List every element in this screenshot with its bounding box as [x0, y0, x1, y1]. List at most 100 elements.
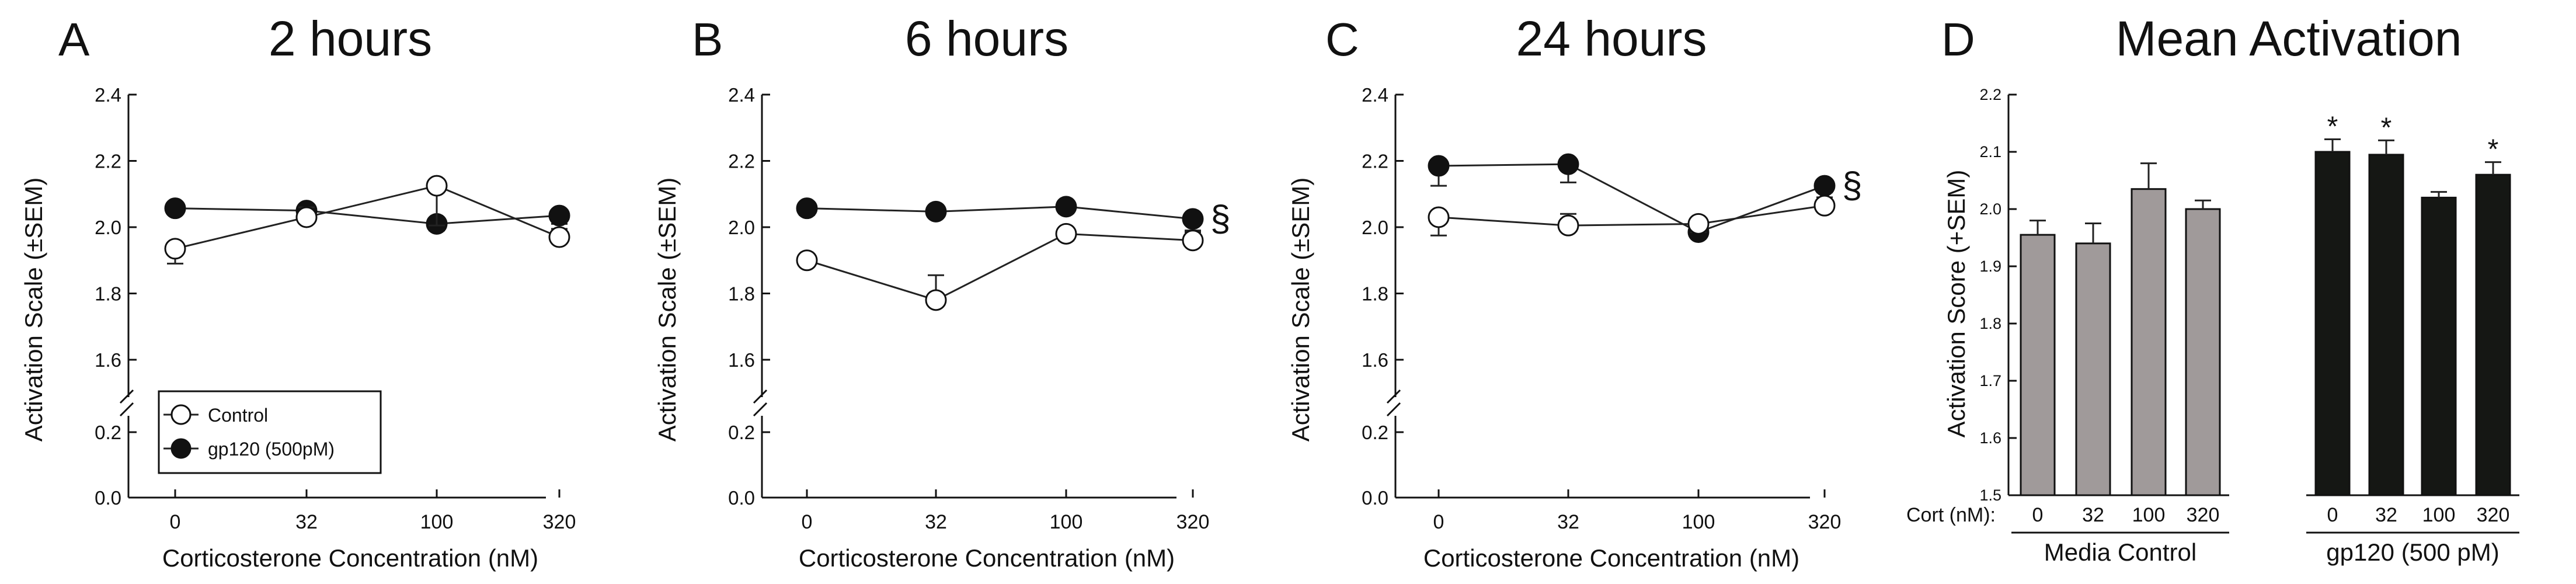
y-tick-label: 2.2	[1362, 151, 1388, 172]
y-tick-label: 1.8	[1362, 283, 1388, 305]
group-label: Media Control	[2044, 538, 2196, 566]
axis-break-mark	[753, 402, 768, 417]
y-tick-label: 2.4	[1362, 84, 1388, 106]
control-point	[1557, 214, 1579, 237]
gp120-bar	[2475, 173, 2511, 496]
panel-letter: A	[58, 13, 90, 65]
x-tick-label: 32	[2375, 504, 2397, 526]
legend-control-label: Control	[208, 405, 268, 426]
x-tick-label: 320	[2187, 504, 2220, 526]
control-point	[925, 289, 947, 311]
panel-title: 6 hours	[905, 11, 1068, 66]
series-line	[1438, 163, 1825, 234]
y-tick-label: 1.7	[1979, 372, 2001, 390]
x-tick-label: 0	[802, 511, 813, 533]
legend-gp120-label: gp120 (500pM)	[208, 439, 335, 460]
control-point	[426, 175, 448, 197]
x-tick-label: 0	[170, 511, 181, 533]
gp120-bar	[2421, 196, 2457, 496]
y-tick-label: 2.0	[728, 217, 755, 238]
y-tick-label: 0.0	[1362, 487, 1388, 509]
gp120-point	[1557, 153, 1579, 175]
media-control-bar	[2131, 188, 2167, 496]
gp120-point	[796, 197, 818, 220]
panel-letter: B	[692, 13, 723, 65]
y-tick-label: 2.0	[1979, 200, 2001, 218]
x-tick-label: 32	[1557, 511, 1579, 533]
y-tick-label: 1.5	[1979, 486, 2001, 504]
y-tick-label: 0.2	[95, 422, 121, 443]
gp120-point	[548, 204, 570, 227]
significance-star: *	[2381, 112, 2392, 143]
x-tick-label: 0	[2327, 504, 2338, 526]
x-tick-label: 32	[295, 511, 318, 533]
control-point	[1428, 206, 1450, 228]
control-point	[548, 226, 570, 248]
x-tick-label: 0	[2032, 504, 2044, 526]
gp120-bar	[2314, 151, 2351, 496]
y-tick-label: 1.8	[728, 283, 755, 305]
axis-break-mark	[1386, 389, 1401, 404]
significance-mark: §	[1842, 165, 1862, 206]
y-tick-label: 1.9	[1979, 258, 2001, 275]
media-control-bar	[2020, 234, 2056, 496]
panel-title: Mean Activation	[2115, 11, 2462, 66]
y-tick-label: 1.6	[95, 349, 121, 371]
panel-d: D Mean Activation 1.5 1.6 1.7 1.8 1.9 2.0 2.1 2.2…	[1906, 11, 2519, 566]
panel-title: 2 hours	[269, 11, 432, 66]
panel-b: B 6 hours 0.0 0.2 1.6 1.8 2.0 2.2 2.4 0 32 100 320Co…	[653, 11, 1230, 572]
y-tick-label: 1.6	[1362, 349, 1388, 371]
y-tick-label: 2.0	[95, 217, 121, 238]
panel-letter: C	[1325, 13, 1359, 65]
axis-break-mark	[119, 389, 134, 404]
y-tick-label: 1.6	[728, 349, 755, 371]
x-tick-label: 320	[1176, 511, 1210, 533]
control-point	[796, 249, 818, 272]
y-tick-label: 1.6	[1979, 429, 2001, 447]
x-tick-label: 32	[925, 511, 947, 533]
axis-break-mark	[119, 402, 134, 417]
x-tick-label: 100	[1682, 511, 1715, 533]
gp120-point	[925, 200, 947, 223]
x-tick-label: 320	[1808, 511, 1842, 533]
y-tick-label: 0.0	[95, 487, 121, 509]
x-tick-label: 32	[2082, 504, 2104, 526]
control-point	[1813, 194, 1836, 217]
gp120-point	[1428, 155, 1450, 177]
x-axis-label: Corticosterone Concentration (nM)	[162, 544, 538, 572]
y-tick-label: 0.2	[1362, 422, 1388, 443]
significance-star: *	[2488, 134, 2499, 165]
significance-star: *	[2327, 111, 2338, 142]
gp120-point	[1182, 208, 1204, 230]
y-tick-label: 0.2	[728, 422, 755, 443]
panel-title: 24 hours	[1516, 11, 1707, 66]
control-point	[295, 206, 318, 228]
y-tick-label: 2.1	[1979, 143, 2001, 161]
x-tick-label: 100	[2132, 504, 2166, 526]
x-axis-label: Corticosterone Concentration (nM)	[799, 544, 1175, 572]
y-axis-label: Activation Scale (±SEM)	[1287, 178, 1314, 442]
y-axis-label: Activation Scale (±SEM)	[653, 178, 681, 442]
y-axis-label: Activation Scale (±SEM)	[20, 178, 47, 442]
y-tick-label: 1.8	[1979, 315, 2001, 332]
media-control-bar	[2185, 208, 2221, 496]
legend-gp120-marker	[170, 438, 192, 459]
gp120-point	[1813, 175, 1836, 197]
y-tick-label: 2.4	[728, 84, 755, 106]
legend-box	[158, 390, 382, 474]
media-control-bar	[2075, 242, 2111, 496]
gp120-point	[1055, 196, 1077, 218]
control-point	[164, 238, 186, 260]
panel-letter: D	[1941, 13, 1975, 65]
x-tick-label: 100	[2422, 504, 2456, 526]
series-line	[806, 206, 1193, 220]
x-tick-label: 100	[1050, 511, 1083, 533]
gp120-bar	[2368, 154, 2404, 496]
y-tick-label: 2.2	[728, 151, 755, 172]
x-tick-label: 320	[543, 511, 576, 533]
group-label: gp120 (500 pM)	[2326, 538, 2500, 566]
control-point	[1182, 230, 1204, 252]
series-line	[175, 207, 560, 225]
panel-c: C 24 hours 0.0 0.2 1.6 1.8 2.0 2.2 2.4 0 32 100 320 C…	[1287, 11, 1862, 572]
